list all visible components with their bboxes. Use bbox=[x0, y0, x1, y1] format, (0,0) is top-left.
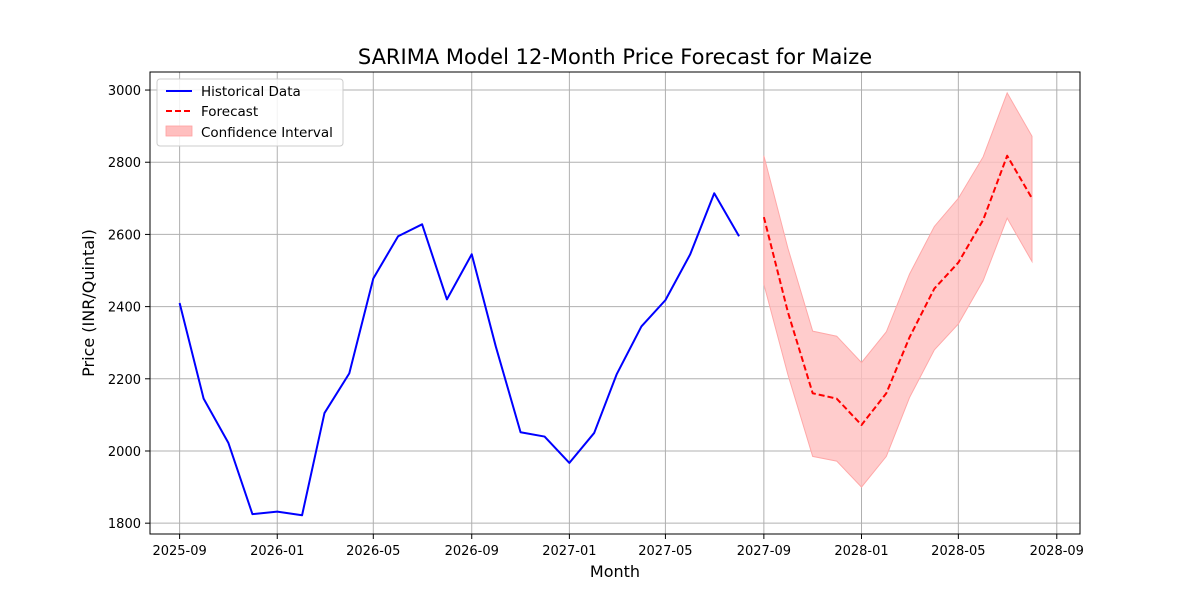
y-tick-label: 1800 bbox=[108, 517, 141, 532]
x-axis-label: Month bbox=[590, 562, 640, 581]
confidence-interval-band bbox=[763, 91, 1033, 488]
x-tick-label: 2026-01 bbox=[250, 544, 304, 559]
x-axis-ticks: 2025-09 2026-01 2026-05 2026-09 2027-01 2027-… bbox=[152, 534, 1084, 559]
y-tick-label: 2000 bbox=[108, 445, 141, 460]
legend-box bbox=[156, 78, 344, 147]
x-tick-label: 2028-09 bbox=[1030, 544, 1084, 559]
y-tick-label: 2800 bbox=[108, 156, 141, 171]
historical-data-line bbox=[178, 192, 740, 517]
legend: Historical Data Forecast Confidence Inte… bbox=[156, 78, 344, 147]
x-tick-label: 2027-05 bbox=[638, 544, 692, 559]
chart-title: SARIMA Model 12-Month Price Forecast for… bbox=[358, 45, 872, 69]
x-tick-label: 2028-05 bbox=[931, 544, 985, 559]
grid bbox=[150, 72, 1080, 534]
x-tick-label: 2026-09 bbox=[445, 544, 499, 559]
x-tick-label: 2025-09 bbox=[152, 544, 206, 559]
y-tick-label: 2400 bbox=[108, 301, 141, 316]
legend-forecast-label: Forecast bbox=[201, 104, 258, 120]
y-tick-label: 2600 bbox=[108, 228, 141, 243]
series-lines bbox=[178, 154, 1033, 517]
legend-historical-label: Historical Data bbox=[201, 84, 301, 100]
legend-confidence-label: Confidence Interval bbox=[201, 125, 333, 141]
x-tick-label: 2027-01 bbox=[542, 544, 596, 559]
forecast-line bbox=[762, 154, 1033, 426]
y-axis-ticks: 1800 2000 2200 2400 2600 2800 3000 bbox=[108, 84, 150, 532]
x-tick-label: 2026-05 bbox=[346, 544, 400, 559]
y-tick-label: 2200 bbox=[108, 373, 141, 388]
x-tick-label: 2028-01 bbox=[834, 544, 888, 559]
plot-frame bbox=[149, 71, 1081, 535]
x-tick-label: 2027-09 bbox=[737, 544, 791, 559]
y-axis-label: Price (INR/Quintal) bbox=[79, 229, 98, 377]
y-tick-label: 3000 bbox=[108, 84, 141, 99]
confidence-interval-area bbox=[763, 91, 1033, 488]
legend-confidence-swatch bbox=[165, 125, 193, 137]
